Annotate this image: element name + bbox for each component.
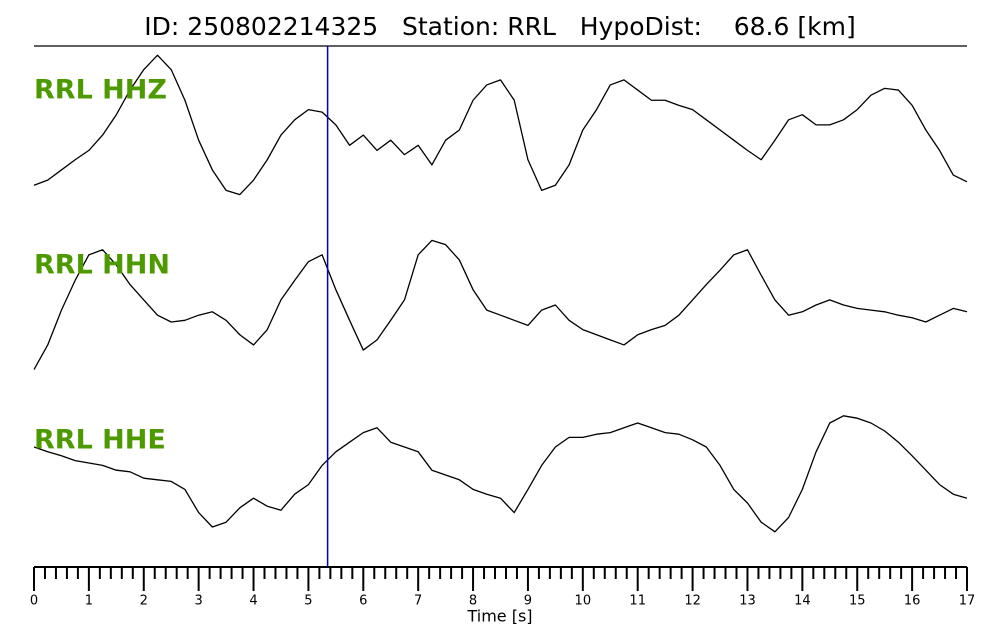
x-tick-label: 10 xyxy=(575,594,592,609)
x-tick-label: 6 xyxy=(359,594,367,609)
x-tick-label: 16 xyxy=(904,594,921,609)
x-tick-label: 0 xyxy=(30,594,38,609)
x-tick-label: 9 xyxy=(524,594,532,609)
trace-label: RRL HHE xyxy=(34,425,166,456)
chart-title: ID: 250802214325 Station: RRL HypoDist: … xyxy=(144,12,855,41)
x-tick-label: 2 xyxy=(140,594,148,609)
x-tick-label: 17 xyxy=(959,594,976,609)
trace xyxy=(33,239,968,370)
x-axis-label: Time [s] xyxy=(466,607,532,626)
x-tick-label: 12 xyxy=(684,594,701,609)
x-tick-label: 14 xyxy=(794,594,811,609)
trace-label: RRL HHN xyxy=(34,250,170,281)
x-tick-label: 5 xyxy=(304,594,312,609)
trace xyxy=(33,415,968,533)
x-tick-label: 3 xyxy=(195,594,203,609)
x-tick-label: 11 xyxy=(629,594,646,609)
trace xyxy=(33,54,968,196)
x-tick-label: 1 xyxy=(85,594,93,609)
x-tick-label: 8 xyxy=(469,594,477,609)
x-tick-label: 7 xyxy=(414,594,422,609)
x-tick-label: 13 xyxy=(739,594,756,609)
trace-label: RRL HHZ xyxy=(34,75,167,106)
x-tick-label: 4 xyxy=(249,594,257,609)
x-tick-label: 15 xyxy=(849,594,866,609)
